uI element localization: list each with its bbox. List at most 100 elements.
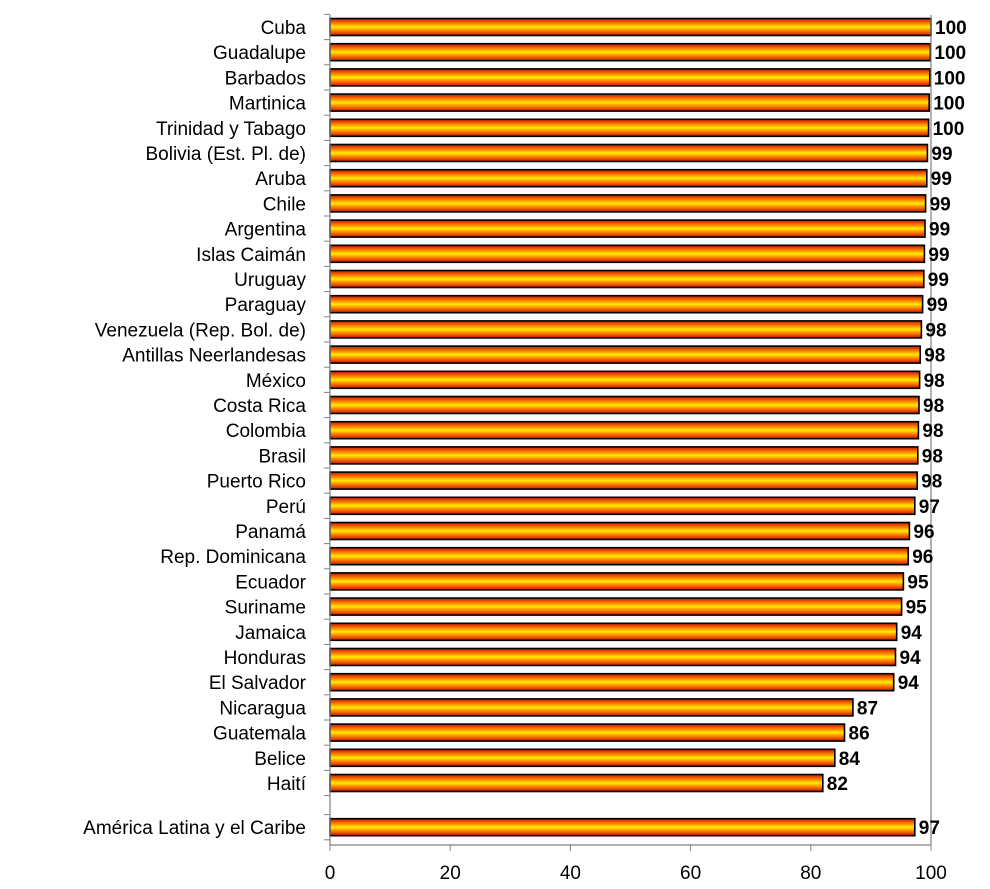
value-label-uruguay: 99	[928, 270, 949, 291]
value-label-nicaragua: 87	[857, 698, 878, 719]
value-label-haiti: 82	[827, 774, 848, 795]
category-label-suriname: Suriname	[225, 598, 306, 619]
value-label-martinica: 100	[933, 94, 965, 115]
category-label-martinica: Martinica	[229, 94, 307, 115]
category-label-rep-dominicana: Rep. Dominicana	[160, 547, 306, 568]
category-label-america-latina-y-el-caribe: América Latina y el Caribe	[83, 818, 306, 839]
bar-guadalupe	[329, 42, 932, 62]
bar-suriname	[329, 597, 903, 616]
labels-layer: 0 20 40 60 80 100 Cuba 100 Guadalupe 100 Barbados 1…	[83, 18, 967, 884]
bar-america-latina-y-el-caribe	[329, 817, 916, 837]
bar-guatemala	[329, 723, 846, 742]
value-label-belice: 84	[839, 749, 861, 770]
x-tick-label: 100	[915, 863, 947, 884]
category-label-barbados: Barbados	[225, 68, 306, 89]
value-label-argentina: 99	[929, 220, 950, 241]
bars-layer	[329, 17, 932, 837]
category-label-argentina: Argentina	[225, 220, 307, 241]
value-label-rep-dominicana: 96	[912, 547, 933, 568]
category-label-chile: Chile	[263, 194, 306, 215]
bar-puerto-rico	[329, 471, 919, 490]
category-label-colombia: Colombia	[226, 421, 307, 442]
bar-rep-dominicana	[329, 546, 910, 566]
bar-venezuela-rep-bol-de	[329, 320, 923, 339]
bar-haiti	[329, 773, 824, 793]
bar-bolivia-est-pl-de	[329, 143, 929, 163]
category-label-haiti: Haití	[267, 774, 307, 795]
bar-brasil	[329, 446, 919, 465]
category-label-aruba: Aruba	[255, 169, 306, 190]
category-label-el-salvador: El Salvador	[209, 673, 307, 694]
category-label-cuba: Cuba	[261, 18, 307, 39]
bar-ecuador	[329, 572, 905, 591]
bar-belice	[329, 748, 836, 768]
category-label-belice: Belice	[254, 749, 306, 770]
x-tick-label: 20	[440, 863, 461, 884]
value-label-guatemala: 86	[849, 724, 870, 745]
value-label-brasil: 98	[922, 446, 943, 467]
category-label-guadalupe: Guadalupe	[213, 43, 306, 64]
value-label-puerto-rico: 98	[921, 472, 942, 493]
bar-trinidad-y-tabago	[329, 118, 930, 138]
value-label-america-latina-y-el-caribe: 97	[919, 818, 940, 839]
bar-martinica	[329, 93, 931, 112]
bar-islas-caiman	[329, 244, 926, 264]
bar-mexico	[329, 370, 921, 390]
category-label-antillas-neerlandesas: Antillas Neerlandesas	[122, 346, 306, 367]
bar-jamaica	[329, 622, 898, 642]
bar-aruba	[329, 168, 928, 188]
value-label-guadalupe: 100	[934, 43, 966, 64]
bar-peru	[329, 496, 916, 516]
category-label-paraguay: Paraguay	[225, 295, 307, 316]
category-label-trinidad-y-tabago: Trinidad y Tabago	[156, 119, 306, 140]
category-label-mexico: México	[246, 371, 306, 392]
value-label-peru: 97	[919, 497, 940, 518]
value-label-costa-rica: 98	[923, 396, 944, 417]
bar-honduras	[329, 647, 897, 667]
value-label-ecuador: 95	[907, 572, 929, 593]
x-tick-label: 0	[325, 863, 336, 884]
category-label-ecuador: Ecuador	[235, 572, 306, 593]
bar-antillas-neerlandesas	[329, 345, 922, 364]
value-label-chile: 99	[930, 194, 951, 215]
category-label-brasil: Brasil	[258, 446, 306, 467]
bar-panama	[329, 521, 911, 541]
category-label-islas-caiman: Islas Caimán	[196, 245, 306, 266]
category-label-guatemala: Guatemala	[213, 724, 306, 745]
category-label-jamaica: Jamaica	[235, 623, 306, 644]
value-label-jamaica: 94	[901, 623, 923, 644]
value-label-mexico: 98	[924, 371, 945, 392]
bar-colombia	[329, 420, 920, 440]
value-label-aruba: 99	[931, 169, 952, 190]
bar-uruguay	[329, 269, 925, 289]
category-label-costa-rica: Costa Rica	[213, 396, 306, 417]
bar-paraguay	[329, 294, 924, 314]
category-label-puerto-rico: Puerto Rico	[207, 472, 306, 493]
value-label-paraguay: 99	[927, 295, 948, 316]
bar-chile	[329, 194, 927, 213]
value-label-barbados: 100	[934, 68, 966, 89]
bar-cuba	[329, 17, 932, 37]
axis-layer	[324, 13, 932, 851]
bar-costa-rica	[329, 395, 920, 415]
value-label-islas-caiman: 99	[928, 245, 949, 266]
category-label-venezuela-rep-bol-de: Venezuela (Rep. Bol. de)	[95, 320, 306, 341]
category-label-uruguay: Uruguay	[234, 270, 306, 291]
bar-el-salvador	[329, 672, 895, 692]
value-label-antillas-neerlandesas: 98	[924, 346, 945, 367]
value-label-suriname: 95	[906, 598, 928, 619]
category-label-panama: Panamá	[235, 522, 306, 543]
value-label-el-salvador: 94	[898, 673, 920, 694]
category-label-nicaragua: Nicaragua	[219, 698, 306, 719]
bar-barbados	[329, 68, 931, 87]
category-label-honduras: Honduras	[224, 648, 306, 669]
category-label-bolivia-est-pl-de: Bolivia (Est. Pl. de)	[146, 144, 307, 165]
bar-argentina	[329, 219, 926, 238]
bar-nicaragua	[329, 698, 854, 717]
x-tick-label: 40	[560, 863, 581, 884]
value-label-bolivia-est-pl-de: 99	[931, 144, 952, 165]
value-label-honduras: 94	[900, 648, 922, 669]
value-label-colombia: 98	[922, 421, 943, 442]
value-label-panama: 96	[913, 522, 934, 543]
